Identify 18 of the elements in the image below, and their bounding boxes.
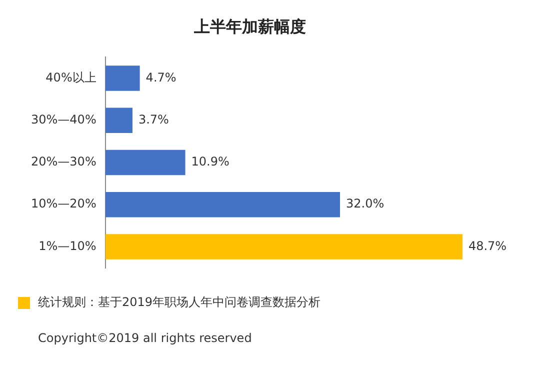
data-label: 32.0%	[346, 196, 384, 211]
data-label: 48.7%	[468, 238, 507, 253]
y-tick-label: 30%—40%	[31, 112, 96, 127]
bar	[105, 192, 340, 218]
bar	[105, 150, 186, 176]
y-tick-label: 10%—20%	[31, 196, 96, 211]
y-tick-label: 40%以上	[46, 70, 96, 84]
data-label: 4.7%	[146, 70, 176, 84]
y-tick-label: 20%—30%	[31, 154, 96, 169]
data-label: 10.9%	[191, 154, 230, 169]
chart-title: 上半年加薪幅度	[193, 16, 306, 36]
y-tick-label: 1%—10%	[38, 238, 96, 253]
bar	[105, 234, 462, 260]
bar	[105, 108, 132, 134]
data-label: 3.7%	[138, 112, 169, 127]
text: 统计规则：基于2019年职场人年中问卷调查数据分析	[38, 294, 321, 311]
text: Copyright©2019 all rights reserved	[38, 331, 252, 345]
bar	[105, 66, 140, 91]
